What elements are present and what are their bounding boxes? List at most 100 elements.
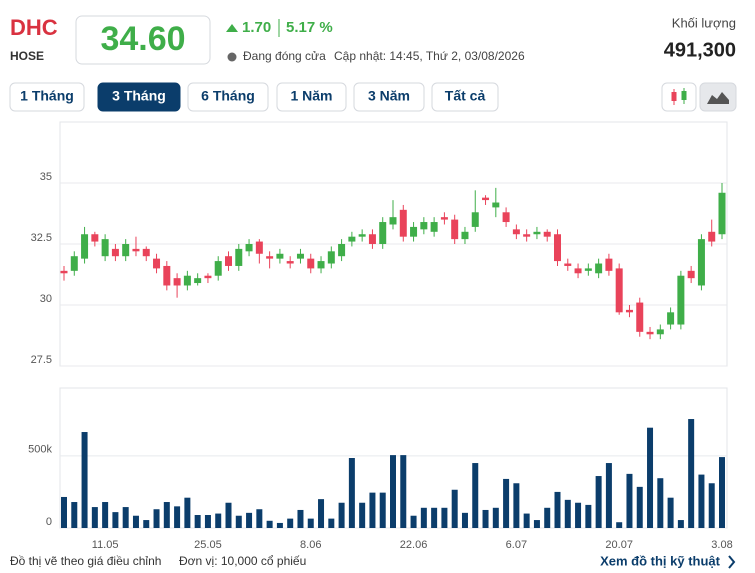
change-pct: 5.17 % <box>286 19 333 36</box>
range-button[interactable]: 3 Năm <box>353 82 425 112</box>
range-button[interactable]: 1 Năm <box>276 82 347 112</box>
candle-body <box>91 234 99 242</box>
volume-bar <box>513 483 520 528</box>
volume-bar <box>348 458 355 528</box>
volume-bar <box>71 502 78 528</box>
button-bg[interactable] <box>276 82 347 112</box>
candle-body <box>122 244 130 257</box>
volume-bar <box>132 515 139 528</box>
button-bg[interactable] <box>431 82 499 112</box>
footer-note: Đồ thị vẽ theo giá điều chỉnh <box>10 554 161 568</box>
volume-bar <box>636 486 643 528</box>
candle-body <box>543 231 551 237</box>
volume-bar <box>61 496 67 528</box>
button-bg[interactable] <box>9 82 85 112</box>
candle-body <box>410 226 418 237</box>
volume-bar <box>194 515 201 528</box>
candle-body <box>605 258 613 271</box>
volume-bar <box>605 463 612 528</box>
candle-body <box>461 231 469 240</box>
volume-bar <box>287 518 294 528</box>
volume-bar <box>174 506 181 528</box>
candle-body <box>245 244 253 252</box>
volume-bar <box>318 499 325 528</box>
volume-bar <box>688 419 695 528</box>
volume-bar <box>698 474 705 528</box>
candle-body <box>718 192 726 235</box>
candle-body <box>286 261 294 264</box>
x-tick-label: 22.06 <box>400 539 428 551</box>
candle-toggle[interactable] <box>661 82 697 112</box>
candle-body <box>358 234 366 237</box>
candle-body <box>214 261 222 276</box>
volume-bar <box>338 502 345 528</box>
candle-body <box>554 234 561 262</box>
candle-body <box>697 239 705 286</box>
button-label[interactable]: 1 Năm <box>290 88 332 104</box>
button-label[interactable]: 3 Năm <box>368 88 410 104</box>
candle-body <box>327 251 335 264</box>
volume-bar <box>91 507 98 528</box>
area-icon-button[interactable] <box>699 82 737 112</box>
volume-bar <box>461 512 468 528</box>
candle-body <box>584 268 592 271</box>
range-button[interactable]: 6 Tháng <box>187 82 269 112</box>
candle-body <box>317 261 325 269</box>
volume-bar <box>400 455 407 528</box>
volume-bar <box>235 515 242 528</box>
icon <box>707 92 729 104</box>
button-label[interactable]: 1 Tháng <box>20 88 74 104</box>
volume-bar <box>81 432 88 528</box>
area-toggle[interactable] <box>699 82 737 112</box>
candle-body <box>615 268 623 313</box>
candle-body <box>471 212 479 227</box>
volume-bar <box>359 502 366 528</box>
candle-body <box>595 263 603 274</box>
candle-body <box>307 258 315 269</box>
candle-body <box>667 312 675 325</box>
volume-bar <box>276 522 283 528</box>
range-button[interactable]: 3 Tháng <box>97 82 181 112</box>
y-tick-label: 35 <box>40 171 52 183</box>
candle-body <box>194 278 202 284</box>
range-button[interactable]: 1 Tháng <box>9 82 85 112</box>
button-label[interactable]: Tất cả <box>445 88 486 104</box>
candle-body <box>646 331 654 335</box>
button-bg[interactable] <box>353 82 425 112</box>
volume-bar <box>595 476 602 528</box>
candle-body <box>451 219 459 240</box>
candle-body <box>687 270 695 279</box>
candle-body <box>656 329 664 335</box>
plot: 27.5 30 32.5 35 0 500k 11.05 25.05 8.06 22.06 6.07… <box>28 121 733 551</box>
button-label[interactable]: 6 Tháng <box>201 88 255 104</box>
button-bg[interactable] <box>187 82 269 112</box>
volume-bar <box>482 509 489 528</box>
tech-chart-link[interactable]: Xem đồ thị kỹ thuật <box>600 553 721 568</box>
candle-icon-button[interactable] <box>661 82 697 112</box>
candle-body <box>338 244 346 257</box>
price: 34.60 <box>100 20 185 58</box>
volume-bar <box>369 492 376 528</box>
volume-bar <box>626 473 633 528</box>
volume-bar <box>677 520 684 528</box>
volume: 491,300 <box>664 39 736 61</box>
symbol: DHC <box>10 15 58 40</box>
y-tick-label: 30 <box>40 293 52 305</box>
candle-body <box>60 270 68 274</box>
range-button[interactable]: Tất cả <box>431 82 499 112</box>
volume-bar <box>204 515 211 528</box>
volume-bar <box>657 478 664 528</box>
icon <box>681 91 687 100</box>
y-tick-label: 27.5 <box>31 354 52 366</box>
volume-bar <box>472 463 479 528</box>
volume-bar <box>667 497 674 528</box>
button-bg[interactable] <box>97 82 181 112</box>
candle-body <box>235 248 243 266</box>
candle-body <box>379 222 387 244</box>
candle-body <box>677 275 685 325</box>
candle-body <box>132 248 140 252</box>
candle-body <box>70 256 78 271</box>
volume-bar <box>143 520 150 528</box>
button-label[interactable]: 3 Tháng <box>112 88 166 104</box>
volume-bar <box>297 509 304 528</box>
